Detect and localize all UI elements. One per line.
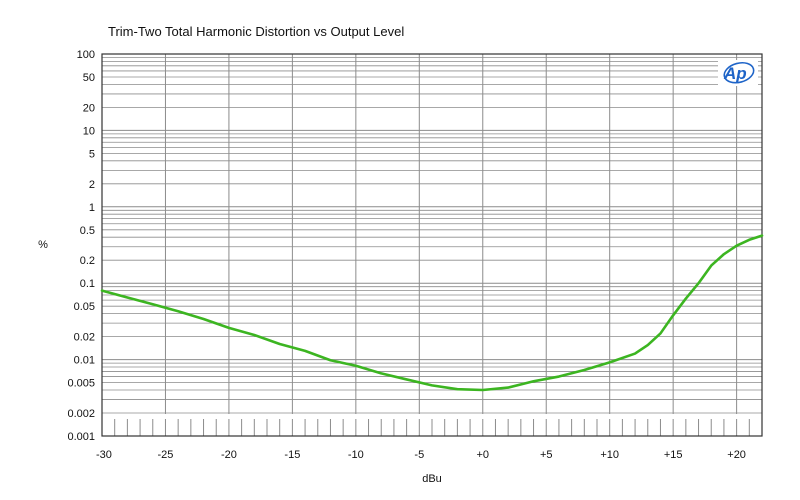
series-layer [100, 234, 764, 392]
y-tick-label: 5 [89, 148, 95, 160]
major-gridlines [101, 54, 738, 436]
x-tick-label: -10 [348, 449, 364, 461]
y-tick-label: 100 [77, 49, 95, 61]
y-tick-label: 0.5 [80, 225, 95, 237]
y-axis-label: % [38, 239, 48, 251]
x-tick-label: -25 [158, 449, 174, 461]
minor-gridlines [102, 57, 762, 437]
y-tick-label: 0.1 [80, 278, 95, 290]
plot-frame [101, 53, 763, 437]
x-tick-label: +15 [664, 449, 683, 461]
x-axis-label: dBu [422, 473, 442, 485]
y-tick-label: 2 [89, 179, 95, 191]
x-tick-label: +5 [540, 449, 553, 461]
x-tick-label: -5 [414, 449, 424, 461]
x-tick-label: +10 [600, 449, 619, 461]
x-tick-label: +0 [476, 449, 489, 461]
bottom-ruler-ticks [103, 414, 761, 436]
y-tick-label: 0.02 [74, 332, 95, 344]
y-tick-label: 1 [89, 202, 95, 214]
y-tick-label: 0.2 [80, 255, 95, 267]
y-tick-label: 0.002 [67, 408, 95, 420]
x-tick-label: -20 [221, 449, 237, 461]
y-tick-label: 20 [83, 102, 95, 114]
audio-precision-logo-icon: Ap [718, 60, 758, 86]
x-tick-label: -15 [284, 449, 300, 461]
x-tick-label: +20 [727, 449, 746, 461]
y-tick-label: 0.005 [67, 378, 95, 390]
chart-title: Trim-Two Total Harmonic Distortion vs Ou… [108, 24, 404, 39]
series-line [100, 234, 764, 392]
y-tick-label: 0.05 [74, 301, 95, 313]
logo-swoosh [723, 61, 755, 84]
y-tick-label: 0.001 [67, 431, 95, 443]
y-tick-label: 0.01 [74, 355, 95, 367]
y-tick-labels: 100 50 20 10 5 2 1 0.5 0.2 0.1 0.05 0.02 0.01 0.005 0.… [67, 49, 95, 443]
y-tick-label: 50 [83, 72, 95, 84]
x-tick-label: -30 [96, 449, 112, 461]
logo-text: Ap [723, 64, 747, 83]
x-tick-labels: -30 -25 -20 -15 -10 -5 +0 +5 +10 +15 +20 [96, 449, 746, 461]
y-tick-label: 10 [83, 125, 95, 137]
